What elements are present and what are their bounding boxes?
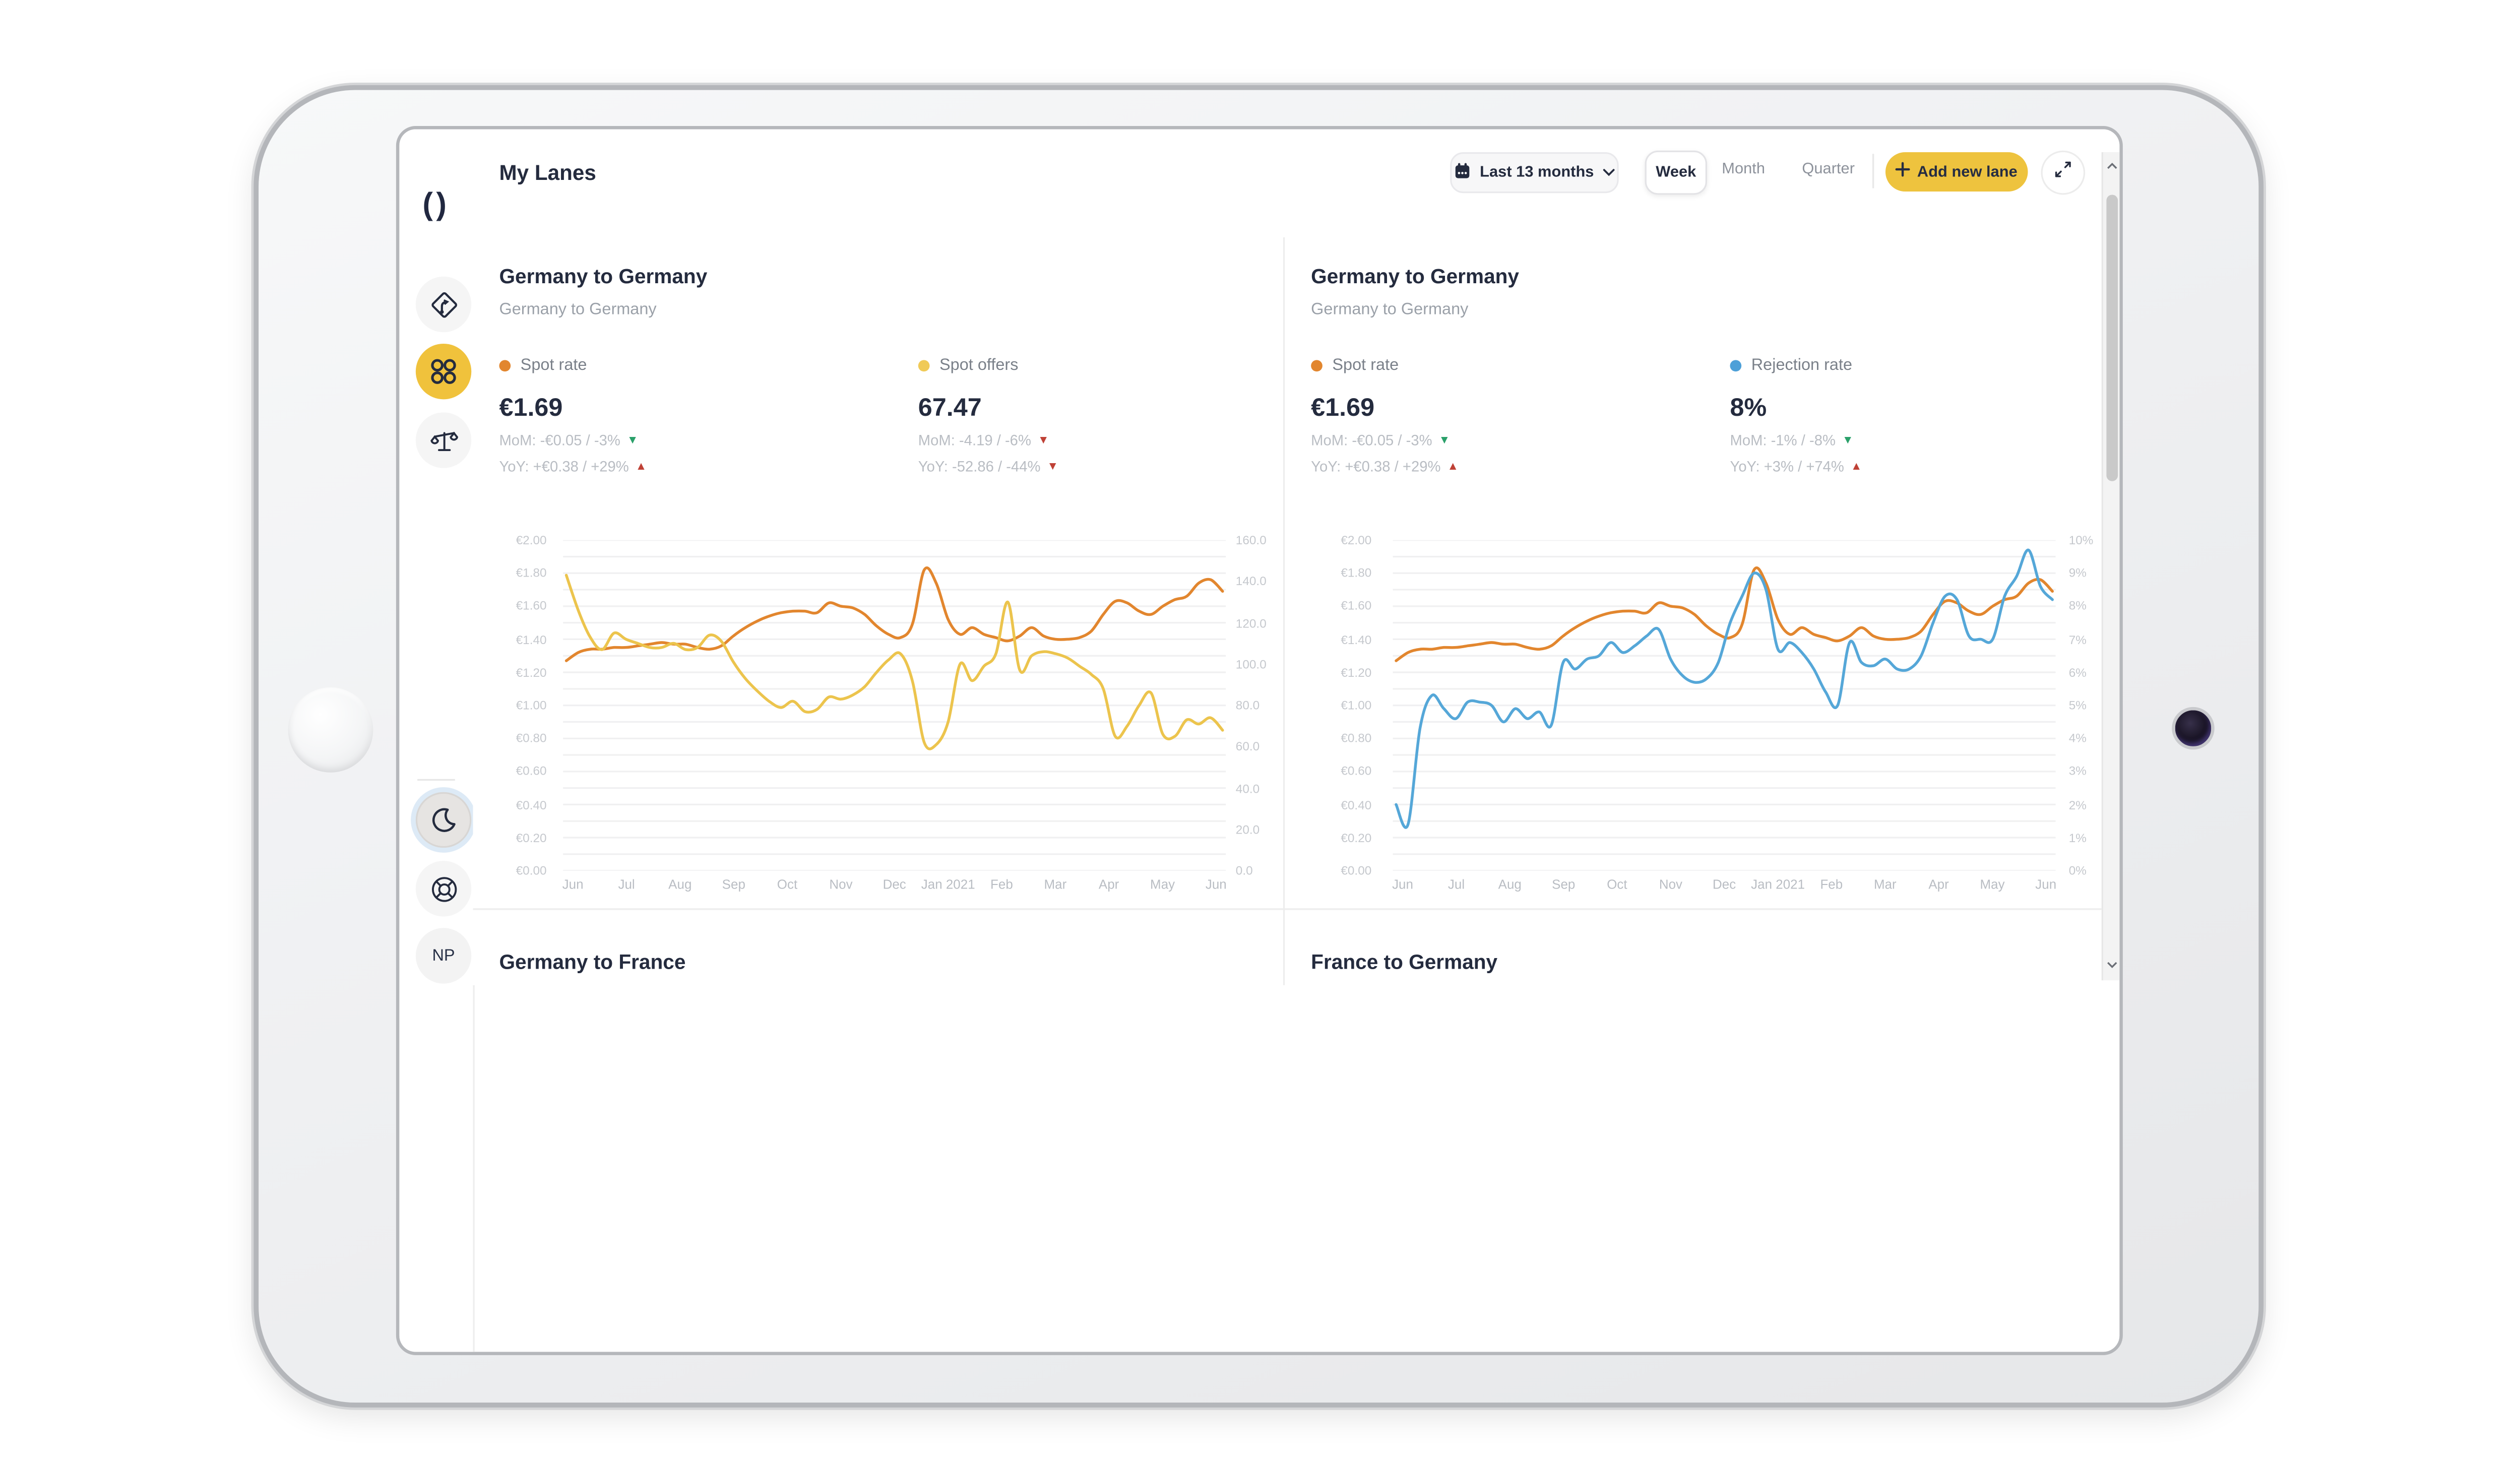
tablet-frame: (): [254, 85, 2264, 1408]
trend-up-icon: ▲: [1850, 461, 1862, 472]
spot-rate-rejection-chart: €2.00 €1.80 €1.60 €1.40 €1.20 €1.00 €0.80 €0.60…: [1285, 529, 2101, 921]
x-axis-months: Jun Jul Aug Sep Oct Nov Dec Jan 2021 Feb Mar Apr Ma…: [562, 877, 1227, 892]
legend-spot-offers: Spot offers: [918, 356, 1019, 375]
lane-title: Germany to Germany: [499, 265, 708, 288]
lane-cards-row-1: Germany to Germany Germany to Germany Sp…: [473, 237, 2102, 910]
page-title: My Lanes: [499, 160, 596, 185]
trend-down-icon: ▼: [1047, 461, 1059, 472]
sidebar-item-route-sign[interactable]: [415, 276, 472, 333]
sidebar-item-benchmark[interactable]: [415, 412, 472, 468]
lane-card-germany-germany-offers[interactable]: Germany to Germany Germany to Germany Sp…: [473, 237, 1283, 908]
trend-up-icon: ▲: [635, 461, 647, 472]
yoy-line: YoY: +€0.38 / +29% ▲: [499, 458, 647, 475]
y-axis-right: 160.0 140.0 120.0 100.0 80.0 60.0 40.0 20.0 0.0: [1235, 533, 1267, 878]
plus-icon: [1896, 162, 1911, 181]
trend-down-icon: ▼: [626, 434, 639, 446]
app-screen: (): [396, 126, 2123, 1355]
spot-offers-value: 67.47: [918, 394, 982, 422]
brand-logo: (): [422, 188, 450, 223]
tab-month[interactable]: Month: [1722, 160, 1766, 178]
add-new-lane-label: Add new lane: [1917, 163, 2018, 181]
moon-icon: [429, 805, 458, 835]
chevron-down-icon: [1602, 164, 1615, 182]
y-axis-right: 10% 9% 8% 7% 6% 5% 4% 3% 2% 1% 0%: [2068, 533, 2094, 878]
x-axis-months: Jun Jul Aug Sep Oct Nov Dec Jan 2021 Feb Mar Apr Ma…: [1392, 877, 2057, 892]
yoy-line: YoY: -52.86 / -44% ▼: [918, 458, 1059, 475]
scroll-down-icon[interactable]: [2103, 954, 2119, 974]
trend-up-icon: ▲: [1447, 461, 1459, 472]
date-range-selector[interactable]: Last 13 months: [1450, 152, 1619, 194]
y-axis-left: €2.00 €1.80 €1.60 €1.40 €1.20 €1.00 €0.80 €0.60…: [1341, 533, 1372, 878]
legend-label: Spot rate: [520, 356, 587, 375]
legend-label: Rejection rate: [1751, 356, 1853, 375]
help-button[interactable]: [415, 861, 472, 917]
scrollbar-thumb[interactable]: [2106, 195, 2118, 481]
spot-rate-value: €1.69: [1311, 394, 1375, 422]
y-axis-left: €2.00 €1.80 €1.60 €1.40 €1.20 €1.00 €0.80 €0.60…: [516, 533, 547, 878]
trend-down-icon: ▼: [1842, 434, 1854, 446]
legend-rejection-rate: Rejection rate: [1730, 356, 1853, 375]
lifebuoy-icon: [428, 873, 459, 904]
avatar[interactable]: NP: [415, 928, 472, 984]
scale-icon: [428, 425, 459, 456]
rejection-rate-dot-icon: [1730, 360, 1742, 372]
expand-icon: [2052, 158, 2073, 187]
spot-rate-dot-icon: [499, 360, 511, 372]
lane-subtitle: Germany to Germany: [499, 301, 657, 320]
legend-label: Spot rate: [1332, 356, 1399, 375]
tab-week[interactable]: Week: [1645, 150, 1708, 195]
sidebar-divider: [417, 779, 455, 781]
lane-card-germany-germany-rejection[interactable]: Germany to Germany Germany to Germany Sp…: [1283, 237, 2102, 909]
lane-title: Germany to France: [499, 950, 686, 974]
header-divider: [1872, 154, 1874, 188]
sidebar: (): [399, 129, 475, 1352]
lanes-grid-icon: [427, 355, 460, 388]
yoy-line: YoY: +3% / +74% ▲: [1730, 458, 1862, 475]
mom-line: MoM: -1% / -8% ▼: [1730, 432, 1854, 449]
mom-line: MoM: -4.19 / -6% ▼: [918, 432, 1049, 449]
trend-down-icon: ▼: [1037, 434, 1049, 446]
legend-spot-rate: Spot rate: [1311, 357, 1399, 375]
lanes-grid: Germany to Germany Germany to Germany Sp…: [473, 237, 2102, 985]
lane-subtitle: Germany to Germany: [1311, 301, 1469, 320]
tab-quarter[interactable]: Quarter: [1802, 160, 1855, 178]
header: My Lanes Last 13 months: [473, 129, 2120, 239]
mom-line: MoM: -€0.05 / -3% ▼: [499, 432, 639, 449]
home-button[interactable]: [288, 687, 373, 773]
calendar-icon: [1454, 161, 1472, 184]
spot-rate-dot-icon: [1311, 360, 1322, 372]
dark-mode-toggle[interactable]: [415, 792, 472, 848]
spot-rate-value: €1.69: [499, 394, 563, 422]
legend-label: Spot offers: [939, 356, 1019, 375]
mom-line: MoM: -€0.05 / -3% ▼: [1311, 432, 1451, 449]
route-sign-icon: [428, 289, 459, 320]
spot-rate-offers-chart: €2.00 €1.80 €1.60 €1.40 €1.20 €1.00 €0.80 €0.60…: [473, 529, 1283, 921]
lane-card-germany-france[interactable]: Germany to France: [473, 908, 1283, 985]
lane-title: France to Germany: [1311, 950, 1498, 974]
scroll-up-icon[interactable]: [2103, 156, 2119, 175]
fullscreen-button[interactable]: [2041, 150, 2086, 195]
trend-down-icon: ▼: [1438, 434, 1451, 446]
scrollbar[interactable]: [2101, 152, 2120, 981]
yoy-line: YoY: +€0.38 / +29% ▲: [1311, 458, 1459, 475]
legend-spot-rate: Spot rate: [499, 357, 587, 375]
lane-title: Germany to Germany: [1311, 265, 1520, 288]
camera-icon: [2172, 707, 2215, 750]
date-range-label: Last 13 months: [1480, 163, 1594, 182]
lane-card-france-germany[interactable]: France to Germany: [1283, 908, 2102, 985]
sidebar-item-my-lanes[interactable]: [415, 343, 472, 400]
spot-offers-dot-icon: [918, 360, 930, 372]
add-new-lane-button[interactable]: Add new lane: [1885, 152, 2028, 192]
lane-cards-row-2: Germany to France France to Germany: [473, 908, 2101, 985]
rejection-rate-value: 8%: [1730, 394, 1767, 422]
